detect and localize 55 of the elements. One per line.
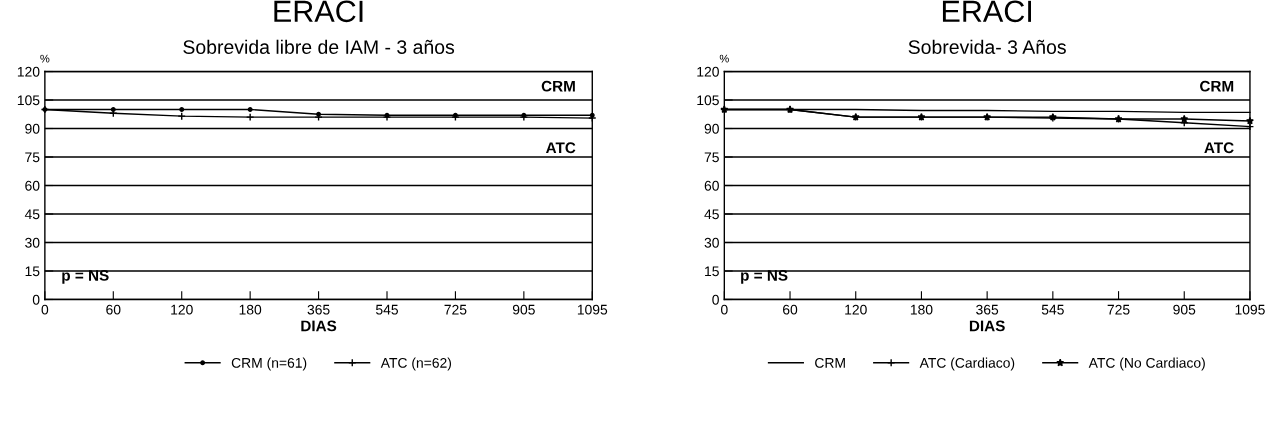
chart-title: ERACI bbox=[274, 0, 363, 23]
y-tick-label: 0 bbox=[32, 294, 40, 305]
y-tick-label: 45 bbox=[24, 209, 40, 220]
legend-label: CRM (n=61) bbox=[231, 357, 307, 371]
x-tick-label: 365 bbox=[976, 304, 999, 315]
x-tick-label: 120 bbox=[845, 304, 867, 315]
y-tick-label: 60 bbox=[704, 180, 719, 191]
y-tick-label: 30 bbox=[25, 237, 40, 248]
y-tick-label: 0 bbox=[712, 294, 719, 305]
x-tick-label: 1095 bbox=[577, 304, 608, 315]
y-axis-title: % bbox=[40, 54, 50, 63]
x-axis-title: DIAS bbox=[301, 320, 337, 332]
y-axis-title: % bbox=[719, 54, 729, 63]
y-tick-label: 105 bbox=[17, 95, 40, 106]
y-tick-label: 15 bbox=[705, 266, 719, 277]
x-tick-label: 180 bbox=[910, 304, 933, 315]
x-tick-label: 120 bbox=[171, 304, 193, 315]
x-tick-label: 365 bbox=[307, 304, 330, 315]
x-tick-label: 1095 bbox=[1235, 304, 1265, 315]
legend-label: ATC (Cardiaco) bbox=[919, 357, 1015, 371]
annotation: ATC bbox=[1204, 142, 1234, 154]
chart-subtitle: Sobrevida libre de IAM - 3 años bbox=[183, 39, 455, 54]
annotation: CRM bbox=[1200, 80, 1234, 92]
x-tick-label: 60 bbox=[106, 304, 121, 315]
x-tick-label: 0 bbox=[41, 304, 49, 315]
x-tick-label: 180 bbox=[239, 304, 262, 315]
x-tick-label: 725 bbox=[1107, 304, 1130, 315]
y-tick-label: 15 bbox=[25, 266, 40, 277]
x-tick-label: 60 bbox=[783, 304, 798, 315]
y-tick-label: 90 bbox=[704, 123, 719, 134]
x-axis-title: DIAS bbox=[969, 320, 1005, 332]
annotation: CRM bbox=[541, 80, 575, 92]
x-tick-label: 905 bbox=[1173, 304, 1196, 315]
x-tick-label: 545 bbox=[1041, 304, 1064, 315]
y-tick-label: 105 bbox=[697, 95, 719, 106]
x-tick-label: 545 bbox=[375, 304, 399, 315]
y-tick-label: 45 bbox=[704, 209, 719, 220]
annotation: ATC bbox=[545, 142, 576, 154]
legend-label: CRM bbox=[815, 357, 845, 368]
annotation: p = NS bbox=[741, 269, 788, 284]
legend-label: ATC (n=62) bbox=[380, 357, 452, 371]
x-tick-label: 905 bbox=[512, 304, 535, 315]
x-tick-label: 725 bbox=[444, 304, 467, 315]
y-tick-label: 120 bbox=[697, 66, 719, 77]
y-tick-label: 30 bbox=[704, 237, 719, 248]
y-tick-label: 75 bbox=[25, 152, 40, 163]
chart-subtitle: Sobrevida- 3 Años bbox=[908, 39, 1066, 54]
y-tick-label: 120 bbox=[17, 66, 40, 77]
annotation: p = NS bbox=[62, 269, 109, 284]
y-tick-label: 60 bbox=[25, 180, 40, 191]
legend-label: ATC (No Cardiaco) bbox=[1088, 357, 1205, 371]
x-tick-label: 0 bbox=[721, 304, 728, 315]
y-tick-label: 75 bbox=[704, 152, 719, 163]
chart-title: ERACI bbox=[942, 0, 1032, 23]
y-tick-label: 90 bbox=[25, 123, 40, 134]
